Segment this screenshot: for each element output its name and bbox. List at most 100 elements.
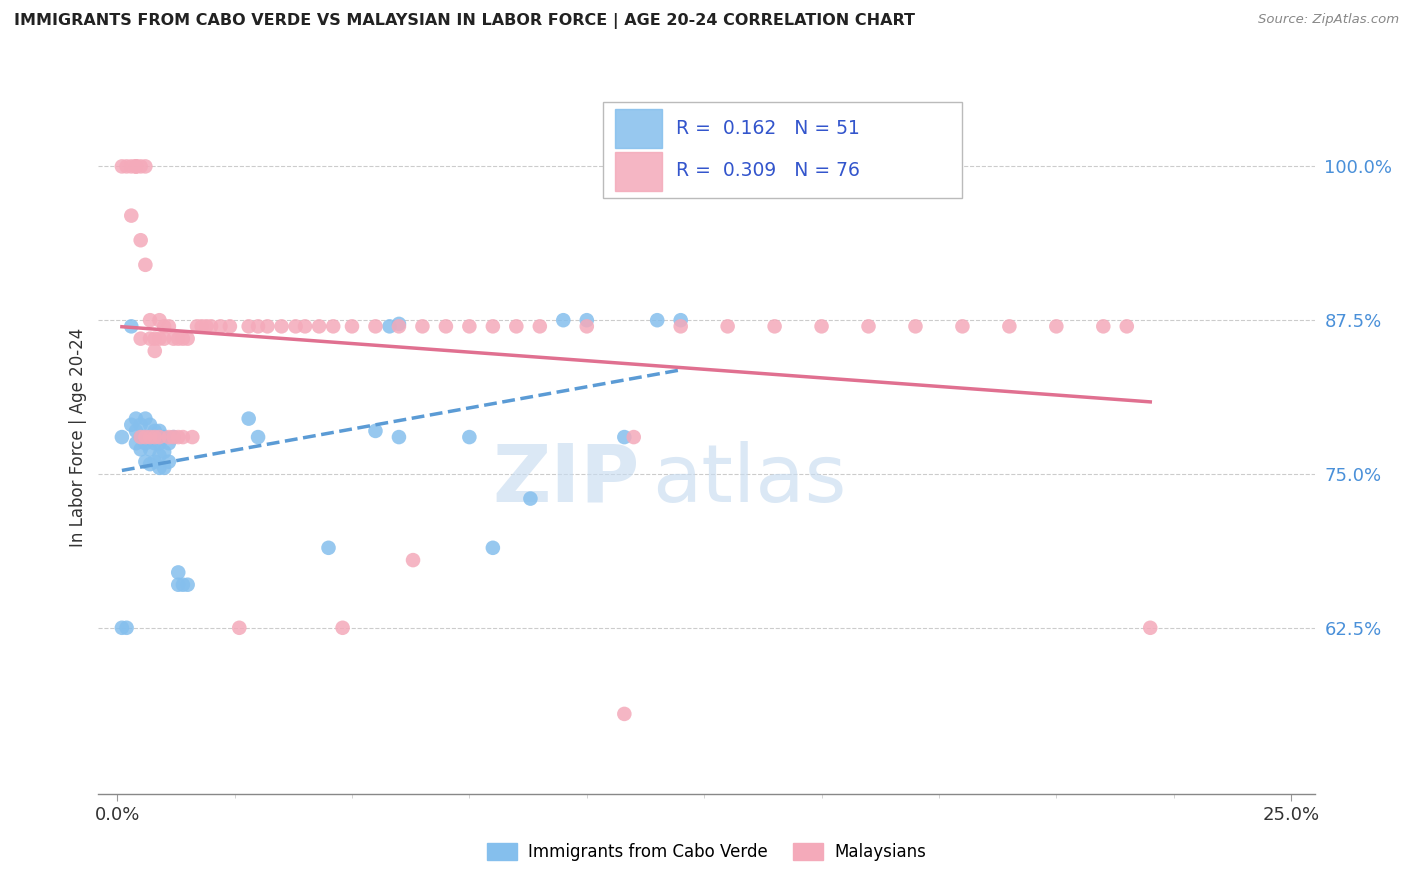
Point xyxy=(1092,319,1115,334)
Point xyxy=(322,319,344,334)
Point xyxy=(125,160,148,174)
Point xyxy=(143,455,166,469)
Point xyxy=(134,411,156,425)
Point xyxy=(388,319,411,334)
Point xyxy=(332,621,354,635)
Point xyxy=(176,332,198,346)
Point xyxy=(181,430,204,444)
Point xyxy=(162,430,184,444)
Point xyxy=(238,319,260,334)
Point xyxy=(134,160,156,174)
Point xyxy=(153,445,176,459)
Point xyxy=(134,430,156,444)
Point xyxy=(717,319,740,334)
Point xyxy=(998,319,1021,334)
Point xyxy=(411,319,433,334)
Point xyxy=(1115,319,1137,334)
Point xyxy=(294,319,316,334)
Point xyxy=(318,541,340,555)
Point xyxy=(238,411,260,425)
Point xyxy=(167,430,190,444)
Point xyxy=(529,319,551,334)
Point xyxy=(115,160,138,174)
Point xyxy=(270,319,292,334)
Point xyxy=(134,430,156,444)
Point xyxy=(139,332,162,346)
Point xyxy=(858,319,880,334)
Point xyxy=(172,578,194,592)
Point xyxy=(120,319,142,334)
Point xyxy=(139,313,162,327)
Point xyxy=(669,319,692,334)
Text: IMMIGRANTS FROM CABO VERDE VS MALAYSIAN IN LABOR FORCE | AGE 20-24 CORRELATION C: IMMIGRANTS FROM CABO VERDE VS MALAYSIAN … xyxy=(14,13,915,29)
Text: ZIP: ZIP xyxy=(492,441,640,519)
Point xyxy=(952,319,974,334)
Point xyxy=(139,430,162,444)
Point xyxy=(148,424,170,438)
Point xyxy=(125,160,148,174)
Point xyxy=(904,319,927,334)
Point xyxy=(167,566,190,580)
Point xyxy=(134,436,156,450)
Point xyxy=(219,319,242,334)
Point xyxy=(153,332,176,346)
Point xyxy=(209,319,232,334)
Point xyxy=(129,417,152,432)
Point xyxy=(505,319,527,334)
Point xyxy=(1045,319,1067,334)
Point xyxy=(125,160,148,174)
Point xyxy=(148,449,170,463)
Point xyxy=(482,541,505,555)
Point xyxy=(143,424,166,438)
Point xyxy=(519,491,541,506)
Point xyxy=(172,332,194,346)
Point xyxy=(157,455,180,469)
Point xyxy=(340,319,363,334)
Point xyxy=(139,442,162,457)
Point xyxy=(157,430,180,444)
Point xyxy=(120,209,142,223)
Bar xyxy=(616,109,661,148)
Point xyxy=(308,319,330,334)
Point xyxy=(120,160,142,174)
Point xyxy=(139,457,162,471)
Point xyxy=(613,706,636,721)
Legend: Immigrants from Cabo Verde, Malaysians: Immigrants from Cabo Verde, Malaysians xyxy=(479,836,934,868)
Point xyxy=(200,319,222,334)
Point xyxy=(256,319,278,334)
Point xyxy=(148,436,170,450)
Point xyxy=(388,430,411,444)
Point xyxy=(172,430,194,444)
Point xyxy=(129,332,152,346)
Point xyxy=(810,319,832,334)
Point xyxy=(129,160,152,174)
Point xyxy=(134,455,156,469)
Point xyxy=(228,621,250,635)
Point xyxy=(148,313,170,327)
Point xyxy=(153,319,176,334)
Point xyxy=(129,430,152,444)
Point xyxy=(111,160,134,174)
Point xyxy=(143,430,166,444)
Point xyxy=(482,319,505,334)
Point xyxy=(176,578,198,592)
Point xyxy=(167,332,190,346)
Point xyxy=(186,319,208,334)
Point xyxy=(402,553,425,567)
Point xyxy=(458,319,481,334)
Text: atlas: atlas xyxy=(652,441,846,519)
Bar xyxy=(603,102,962,198)
Point xyxy=(143,343,166,358)
Point xyxy=(247,430,270,444)
Y-axis label: In Labor Force | Age 20-24: In Labor Force | Age 20-24 xyxy=(69,327,87,547)
Point xyxy=(645,313,668,327)
Point xyxy=(143,436,166,450)
Point xyxy=(458,430,481,444)
Text: R =  0.309   N = 76: R = 0.309 N = 76 xyxy=(676,161,860,180)
Point xyxy=(157,319,180,334)
Point xyxy=(129,233,152,247)
Point xyxy=(148,332,170,346)
Point xyxy=(120,417,142,432)
Point xyxy=(129,430,152,444)
Point xyxy=(162,430,184,444)
